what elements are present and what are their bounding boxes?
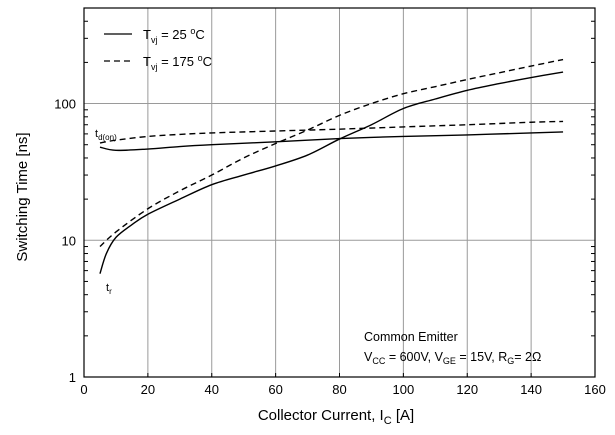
x-tick-label: 160 [584, 382, 606, 397]
series-line-0 [99, 131, 564, 152]
annotation-td-on: td(on) [95, 128, 117, 142]
x-tick-label: 0 [80, 382, 87, 397]
annotation-tr: tr [106, 282, 112, 296]
grid-lines [84, 8, 595, 377]
y-tick-label: 1 [69, 370, 76, 385]
conditions-line-1: Common Emitter [364, 330, 458, 344]
y-axis-label: Switching Time [ns] [14, 132, 31, 261]
series-line-3 [99, 58, 564, 248]
x-tick-label: 140 [520, 382, 542, 397]
axis-ticks: 0 20 40 60 80 100 120 140 160 1 10 100 [54, 7, 606, 397]
x-tick-label: 40 [205, 382, 219, 397]
series-line-1 [99, 120, 564, 144]
x-axis-label: Collector Current, IC [A] [258, 407, 414, 427]
series-line-2 [99, 71, 564, 274]
x-tick-label: 120 [456, 382, 478, 397]
legend: Tvj = 25 oC Tvj = 175 oC [104, 26, 212, 72]
conditions-line-2: VCC = 600V, VGE = 15V, RG= 2Ω [364, 350, 541, 366]
x-tick-label: 100 [393, 382, 415, 397]
legend-label-175c: Tvj = 175 oC [143, 53, 212, 72]
legend-label-25c: Tvj = 25 oC [143, 26, 205, 45]
x-tick-label: 80 [332, 382, 346, 397]
x-tick-label: 20 [141, 382, 155, 397]
x-tick-label: 60 [268, 382, 282, 397]
y-tick-label: 100 [54, 97, 76, 112]
series-layer [99, 58, 564, 274]
y-tick-label: 10 [62, 233, 76, 248]
